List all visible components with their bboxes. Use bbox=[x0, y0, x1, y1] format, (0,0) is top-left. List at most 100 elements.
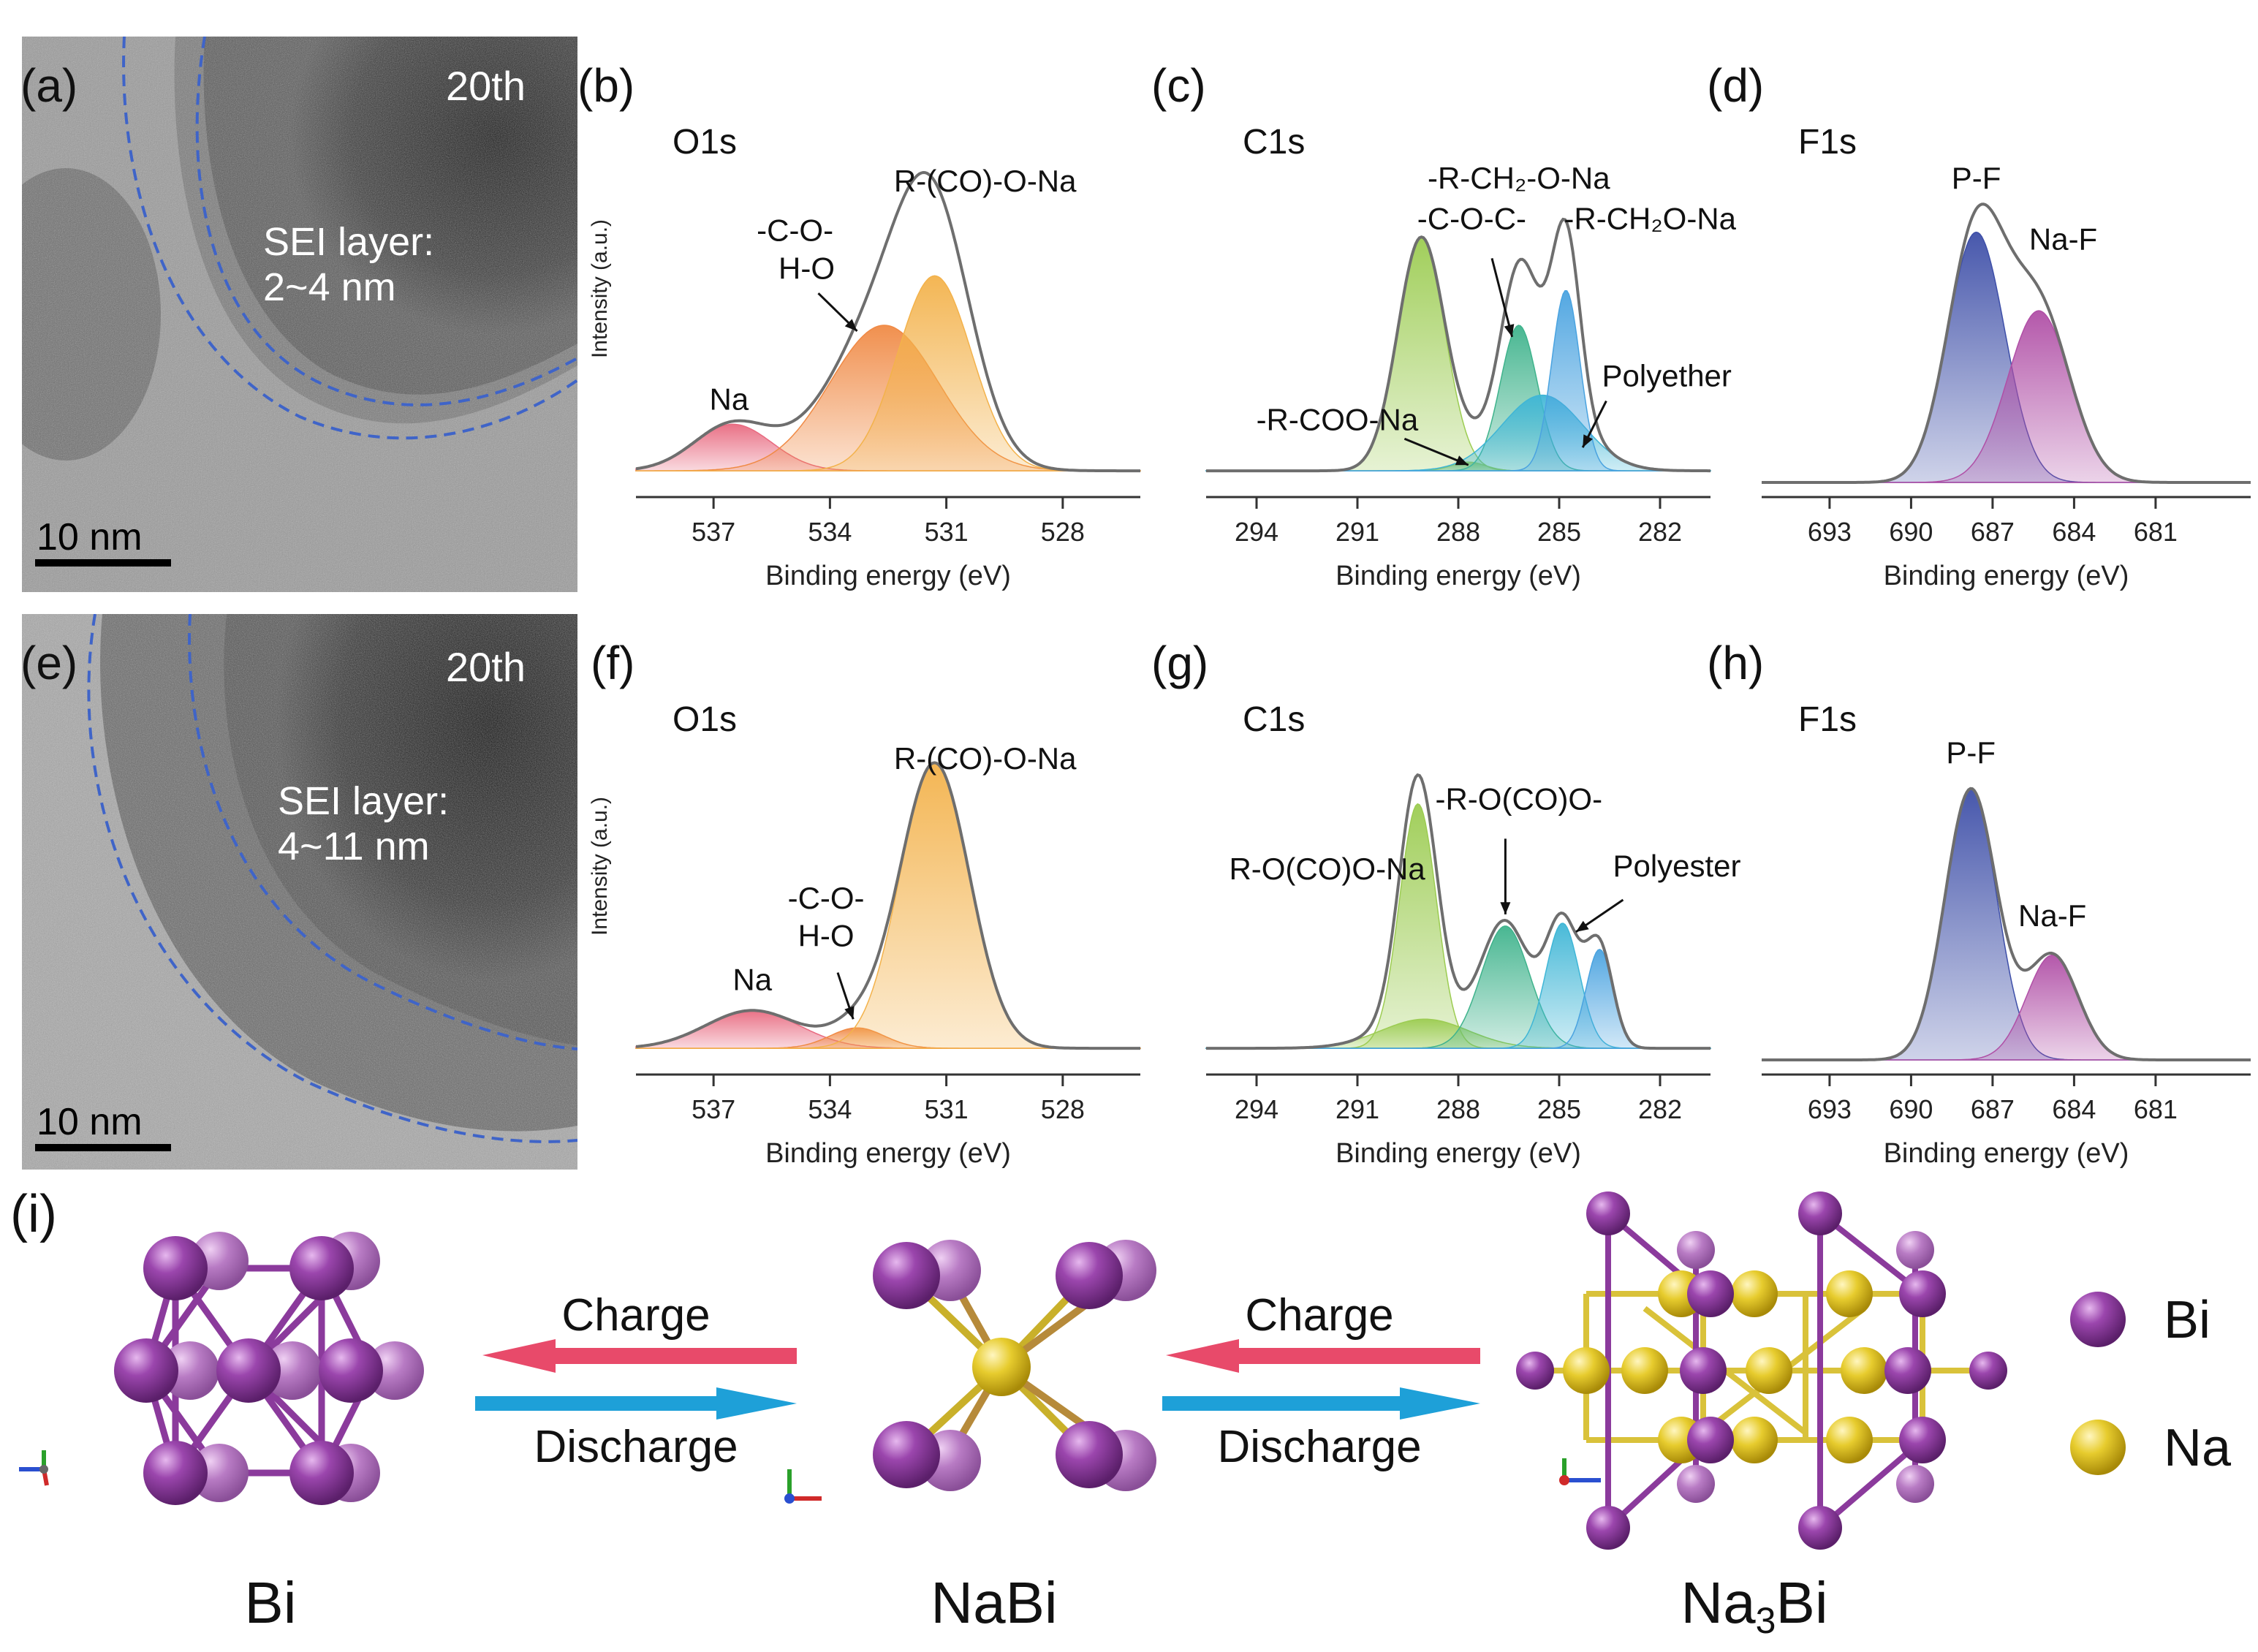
x-axis-label: Binding energy (eV) bbox=[1884, 561, 2129, 591]
peak-annotation: Na bbox=[732, 962, 772, 996]
spectrum-title: O1s bbox=[673, 123, 737, 162]
x-tick-label: 291 bbox=[1336, 517, 1379, 547]
annotation-arrow bbox=[1490, 258, 1514, 338]
tem-scale-label: 10 nm bbox=[37, 1101, 143, 1143]
spectrum-title: C1s bbox=[1243, 700, 1305, 739]
x-tick-label: 534 bbox=[808, 517, 852, 547]
x-tick-label: 690 bbox=[1889, 517, 1933, 547]
x-tick-label: 681 bbox=[2134, 517, 2178, 547]
peak-annotation: R-(CO)-O-Na bbox=[894, 741, 1077, 776]
tem-cycle-label: 20th bbox=[446, 644, 526, 690]
x-tick-label: 285 bbox=[1537, 517, 1581, 547]
spectrum-title: F1s bbox=[1798, 700, 1857, 739]
peak-component-0 bbox=[1205, 803, 1711, 1049]
x-tick-label: 531 bbox=[925, 517, 969, 547]
spectrum-title: F1s bbox=[1798, 123, 1857, 162]
envelope-curve bbox=[635, 170, 1140, 473]
legend-bi-label: Bi bbox=[2164, 1291, 2210, 1349]
peak-annotation: Na bbox=[710, 382, 749, 416]
x-tick-label: 687 bbox=[1971, 1094, 2015, 1124]
x-tick-label: 294 bbox=[1235, 1094, 1278, 1124]
x-axis-label: Binding energy (eV) bbox=[765, 561, 1011, 591]
spectrum-title: O1s bbox=[673, 700, 737, 739]
panel-label-f: (f) bbox=[591, 637, 635, 689]
x-tick-label: 285 bbox=[1537, 1094, 1581, 1124]
x-tick-label: 531 bbox=[925, 1094, 969, 1124]
y-axis-label: Intensity (a.u.) bbox=[588, 797, 612, 936]
peak-annotation: -C-O-C- bbox=[1417, 202, 1526, 236]
x-tick-label: 534 bbox=[808, 1094, 852, 1124]
x-axis-label: Binding energy (eV) bbox=[1884, 1138, 2129, 1169]
spectrum-title: C1s bbox=[1243, 123, 1305, 162]
x-tick-label: 288 bbox=[1436, 1094, 1480, 1124]
xps-plot-d: 693 690 687 684 681 Binding energy (eV) F1s P-F… bbox=[1703, 110, 2258, 607]
panel-label-d: (d) bbox=[1707, 59, 1765, 112]
panel-label-c: (c) bbox=[1151, 59, 1206, 112]
xps-plot-f: 537 534 531 528 Binding energy (eV) Intensity… bbox=[577, 687, 1148, 1184]
peak-annotation: Na-F bbox=[2018, 898, 2086, 933]
y-axis-label: Intensity (a.u.) bbox=[588, 219, 612, 358]
peak-annotation: Polyester bbox=[1613, 849, 1740, 883]
x-tick-label: 537 bbox=[692, 1094, 735, 1124]
phase-transition-scheme: Charge Discharge Charge Discharge Bi NaB… bbox=[19, 1191, 2232, 1641]
axis-triad-icon bbox=[1559, 1458, 1601, 1485]
x-tick-label: 528 bbox=[1041, 517, 1085, 547]
tem-sei-label-line1: SEI layer: bbox=[278, 779, 450, 823]
annotation-arrowhead bbox=[1504, 324, 1515, 337]
envelope-curve bbox=[1206, 773, 1710, 1050]
peak-annotation: -R-CH₂-O-Na bbox=[1428, 161, 1610, 195]
x-tick-label: 687 bbox=[1971, 517, 2015, 547]
peak-component-0 bbox=[1762, 789, 2251, 1061]
peak-annotation: H-O bbox=[798, 919, 855, 953]
panel-label-i: (i) bbox=[10, 1185, 57, 1243]
annotation-arrowhead bbox=[1576, 920, 1589, 932]
annotation-arrowhead bbox=[1500, 902, 1511, 914]
peak-annotation: -R-COO-Na bbox=[1257, 402, 1419, 436]
tem-image-e: 20th SEI layer: 4~11 nm 10 nm bbox=[22, 614, 577, 1170]
xps-plot-c: 294 291 288 285 282 Binding energy (eV) C1s -R-… bbox=[1148, 110, 1737, 607]
envelope-curve bbox=[1762, 202, 2251, 484]
x-tick-label: 681 bbox=[2134, 1094, 2178, 1124]
annotation-arrowhead bbox=[844, 1006, 855, 1020]
nabi-crystal-structure bbox=[873, 1240, 1156, 1491]
peak-annotation: R-O(CO)O-Na bbox=[1229, 852, 1425, 886]
peak-component-2 bbox=[635, 762, 1141, 1049]
x-tick-label: 693 bbox=[1808, 517, 1852, 547]
reaction-arrows-2 bbox=[1162, 1339, 1480, 1420]
peak-annotation: -R-O(CO)O- bbox=[1435, 782, 1602, 816]
peak-annotation: -R-CH₂O-Na bbox=[1564, 202, 1736, 236]
peak-annotation: P-F bbox=[1952, 161, 2001, 195]
annotation-arrowhead bbox=[1583, 434, 1593, 448]
arrow2-charge-label: Charge bbox=[1245, 1290, 1393, 1341]
tem-image-a: 20th SEI layer: 2~4 nm 10 nm bbox=[22, 37, 577, 592]
x-tick-label: 528 bbox=[1041, 1094, 1085, 1124]
x-tick-label: 690 bbox=[1889, 1094, 1933, 1124]
reaction-arrows-1 bbox=[475, 1339, 797, 1420]
envelope-curve bbox=[1206, 217, 1710, 473]
panel-label-b: (b) bbox=[577, 59, 635, 112]
peak-annotation: R-(CO)-O-Na bbox=[894, 164, 1077, 198]
xps-plot-h: 693 690 687 684 681 Binding energy (eV) F1s P-F… bbox=[1703, 687, 2258, 1184]
tem-sei-label-line1: SEI layer: bbox=[263, 220, 435, 264]
legend-na-atom-icon bbox=[2070, 1420, 2126, 1475]
x-tick-label: 288 bbox=[1436, 517, 1480, 547]
arrow1-discharge-label: Discharge bbox=[534, 1422, 738, 1472]
panel-label-e: (e) bbox=[20, 637, 78, 689]
x-tick-label: 693 bbox=[1808, 1094, 1852, 1124]
x-tick-label: 537 bbox=[692, 517, 735, 547]
peak-annotation: -C-O- bbox=[788, 881, 865, 915]
annotation-arrowhead bbox=[844, 319, 857, 331]
peak-annotation: -C-O- bbox=[757, 213, 833, 248]
peak-annotation: P-F bbox=[1946, 735, 1996, 770]
x-tick-label: 684 bbox=[2052, 1094, 2096, 1124]
peak-annotation: Na-F bbox=[2029, 221, 2097, 256]
na3bi-phase-label: Na3Bi bbox=[1681, 1570, 1827, 1641]
x-tick-label: 684 bbox=[2052, 517, 2096, 547]
tem-sei-label-line2: 2~4 nm bbox=[263, 265, 396, 309]
panel-label-h: (h) bbox=[1707, 637, 1765, 689]
tem-scale-label: 10 nm bbox=[37, 516, 143, 558]
x-tick-label: 294 bbox=[1235, 517, 1278, 547]
peak-annotation: Polyether bbox=[1602, 359, 1731, 393]
annotation-arrowhead bbox=[1455, 455, 1469, 466]
axis-triad-icon bbox=[19, 1450, 49, 1486]
